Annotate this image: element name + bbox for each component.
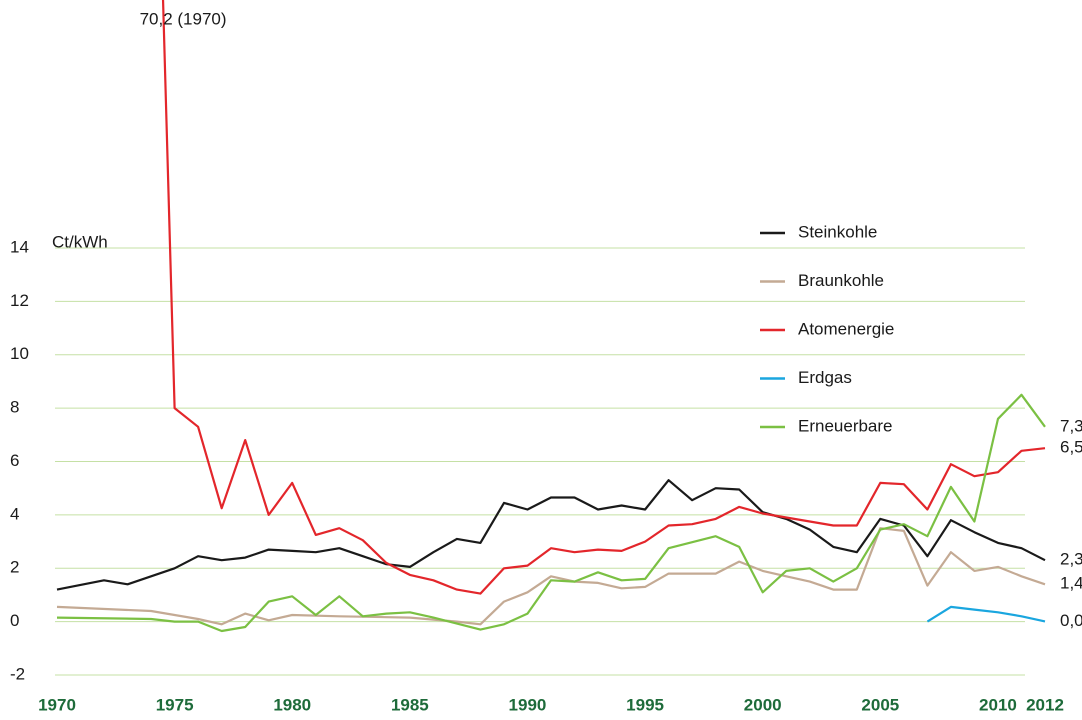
y-tick-label: 0 <box>10 611 19 630</box>
series-line <box>56 527 1046 626</box>
x-tick-label: 1975 <box>156 695 194 714</box>
legend-label: Steinkohle <box>798 222 877 241</box>
x-tick-label: 2012 <box>1026 695 1064 714</box>
y-tick-label: 6 <box>10 451 19 470</box>
value-label: 7,3 <box>1060 416 1082 435</box>
y-tick-label: 2 <box>10 558 19 577</box>
legend-label: Erdgas <box>798 368 852 387</box>
y-tick-label: 4 <box>10 504 19 523</box>
legend-label: Braunkohle <box>798 271 884 290</box>
x-tick-label: 2005 <box>861 695 899 714</box>
y-tick-label: 8 <box>10 398 19 417</box>
x-tick-label: 1980 <box>273 695 311 714</box>
x-tick-label: 1970 <box>38 695 76 714</box>
series-line <box>161 0 1046 595</box>
x-tick-label: 1990 <box>509 695 547 714</box>
plot-area <box>56 0 1046 633</box>
series-line <box>56 393 1046 633</box>
y-tick-label: -2 <box>10 664 25 683</box>
legend-label: Atomenergie <box>798 319 894 338</box>
series-line <box>56 479 1046 591</box>
value-label: 70,2 (1970) <box>140 9 227 28</box>
y-tick-label: 10 <box>10 344 29 363</box>
value-label: 1,4 <box>1060 574 1082 593</box>
legend-label: Erneuerbare <box>798 416 893 435</box>
value-label: 2,3 <box>1060 550 1082 569</box>
x-tick-label: 2010 <box>979 695 1017 714</box>
x-tick-label: 2000 <box>744 695 782 714</box>
value-label: 6,5 <box>1060 438 1082 457</box>
series-line <box>926 605 1046 623</box>
y-tick-label: 12 <box>10 291 29 310</box>
value-label: 0,01 <box>1060 611 1082 630</box>
x-tick-label: 1985 <box>391 695 429 714</box>
y-tick-label: 14 <box>10 237 29 256</box>
x-tick-label: 1995 <box>626 695 664 714</box>
y-axis-label: Ct/kWh <box>52 232 108 251</box>
